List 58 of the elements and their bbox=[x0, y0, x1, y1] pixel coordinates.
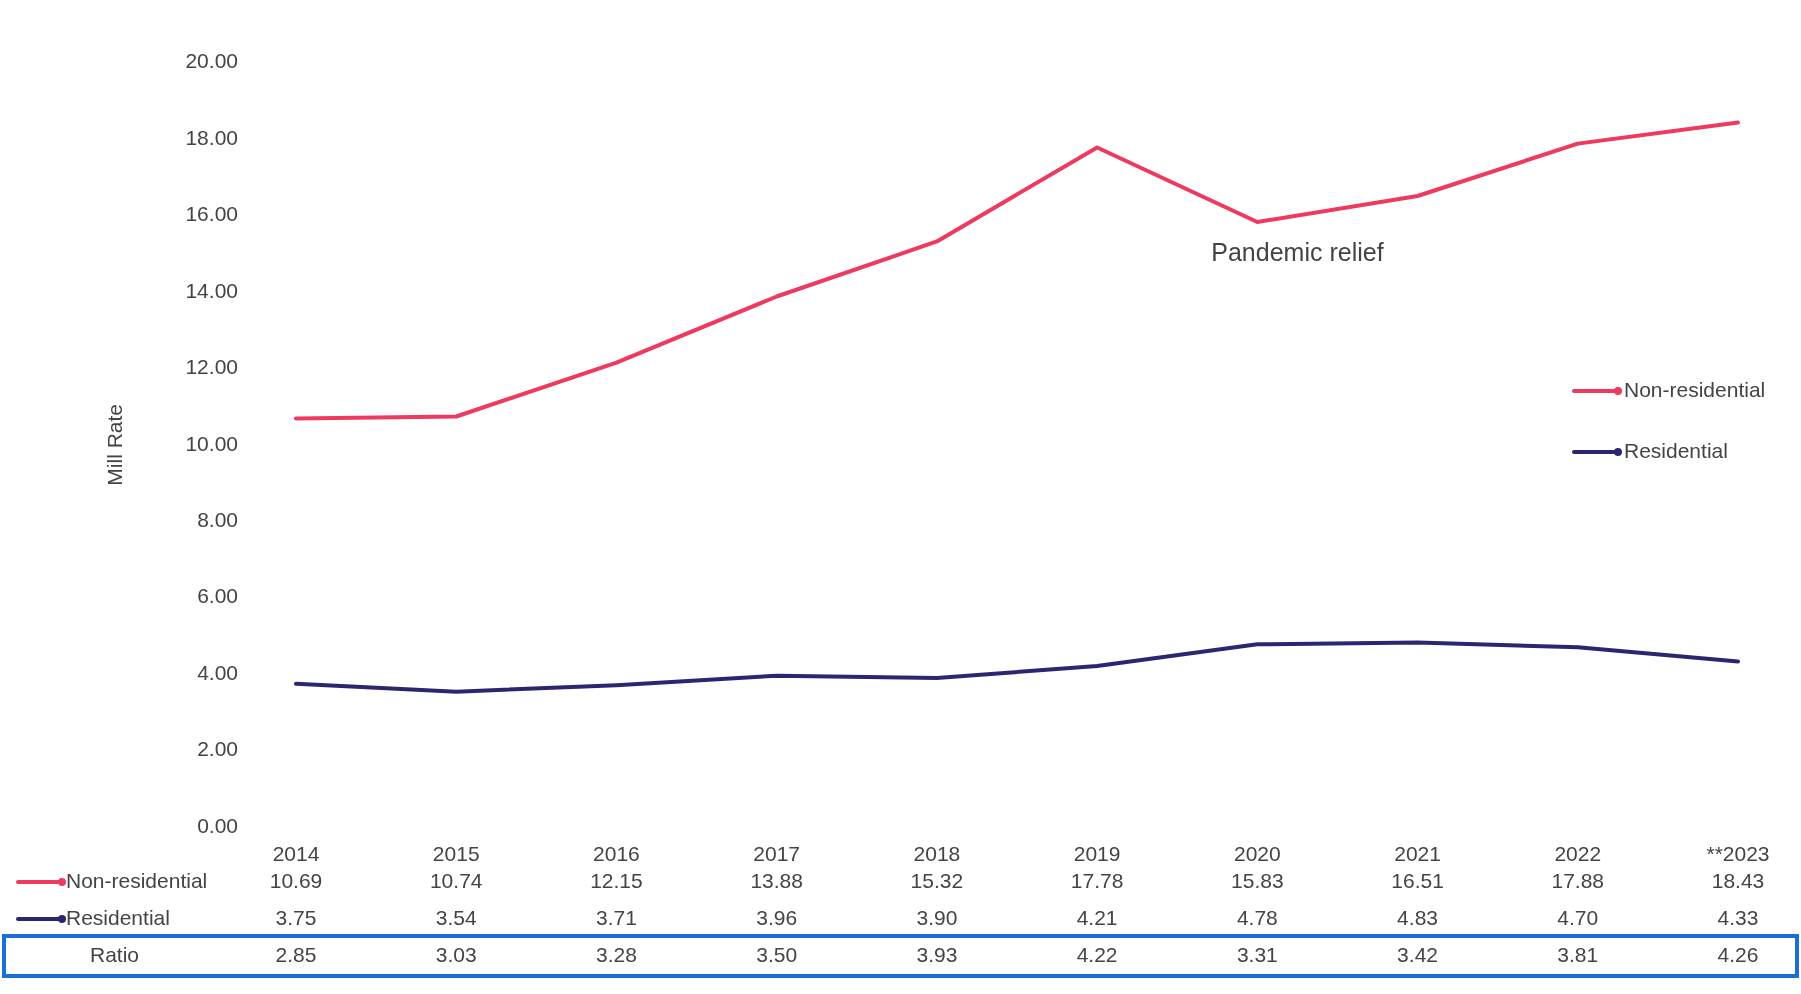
y-tick-label: 12.00 bbox=[185, 355, 238, 379]
data-label: 4.21 bbox=[1076, 905, 1118, 929]
data-label: 17.78 bbox=[1070, 868, 1124, 892]
y-tick-label: 0.00 bbox=[197, 813, 238, 837]
data-label: 16.51 bbox=[1391, 868, 1444, 892]
y-axis-title: Mill Rate bbox=[103, 403, 127, 486]
x-tick-label: **2023 bbox=[1706, 842, 1770, 866]
data-label: 12.15 bbox=[590, 868, 643, 892]
data-label: 10.69 bbox=[269, 868, 323, 892]
data-label: 3.75 bbox=[275, 905, 317, 929]
text: 4.26 bbox=[1717, 942, 1759, 966]
y-tick-label: 16.00 bbox=[185, 202, 238, 226]
y-tick-label: 8.00 bbox=[197, 508, 238, 532]
data-label: 3.71 bbox=[596, 905, 637, 929]
data-label: 10.74 bbox=[429, 868, 483, 892]
y-tick-label: 2.00 bbox=[197, 737, 238, 761]
x-tick-label: 2014 bbox=[272, 842, 320, 866]
text: 2.85 bbox=[275, 942, 317, 966]
data-label: 4.83 bbox=[1397, 905, 1438, 929]
x-tick-label: 2020 bbox=[1233, 842, 1281, 866]
text: Ratio bbox=[90, 942, 140, 966]
y-tick-label: 18.00 bbox=[185, 125, 238, 149]
text: 4.22 bbox=[1076, 942, 1118, 966]
text: 3.42 bbox=[1397, 942, 1438, 966]
y-tick-label: 14.00 bbox=[185, 278, 238, 302]
text: 3.28 bbox=[596, 942, 637, 966]
data-label: 15.83 bbox=[1231, 868, 1284, 892]
x-tick-label: 2022 bbox=[1554, 842, 1602, 866]
text: 3.50 bbox=[756, 942, 798, 966]
data-label: 13.88 bbox=[750, 868, 803, 892]
data-label: 4.33 bbox=[1717, 905, 1759, 929]
y-tick-label: 20.00 bbox=[185, 49, 238, 73]
data-label: 18.43 bbox=[1711, 868, 1765, 892]
legend-label: Non-residential bbox=[1624, 377, 1766, 401]
y-tick-label: 10.00 bbox=[185, 431, 238, 455]
text: 3.31 bbox=[1236, 942, 1278, 966]
x-tick-label: 2019 bbox=[1073, 842, 1121, 866]
legend-label: Residential bbox=[1624, 438, 1728, 462]
text: 3.03 bbox=[435, 942, 477, 966]
x-tick-label: 2015 bbox=[432, 842, 480, 866]
data-label: 3.96 bbox=[756, 905, 798, 929]
data-label: 3.54 bbox=[435, 905, 477, 929]
y-tick-label: 6.00 bbox=[197, 584, 238, 608]
x-tick-label: 2016 bbox=[593, 842, 640, 866]
text: 3.81 bbox=[1557, 942, 1599, 966]
x-tick-label: 2021 bbox=[1394, 842, 1441, 866]
x-tick-label: 2018 bbox=[913, 842, 961, 866]
data-label: 15.32 bbox=[910, 868, 964, 892]
data-label: 4.70 bbox=[1557, 905, 1599, 929]
data-label: 3.90 bbox=[916, 905, 958, 929]
text: 3.93 bbox=[916, 942, 958, 966]
text: Residential bbox=[66, 905, 170, 929]
data-label: 17.88 bbox=[1551, 868, 1605, 892]
x-tick-label: 2017 bbox=[753, 842, 801, 866]
data-label: 4.78 bbox=[1236, 905, 1278, 929]
text: Non-residential bbox=[66, 868, 208, 892]
y-tick-label: 4.00 bbox=[197, 660, 238, 684]
annotation: Pandemic relief bbox=[1211, 237, 1384, 266]
